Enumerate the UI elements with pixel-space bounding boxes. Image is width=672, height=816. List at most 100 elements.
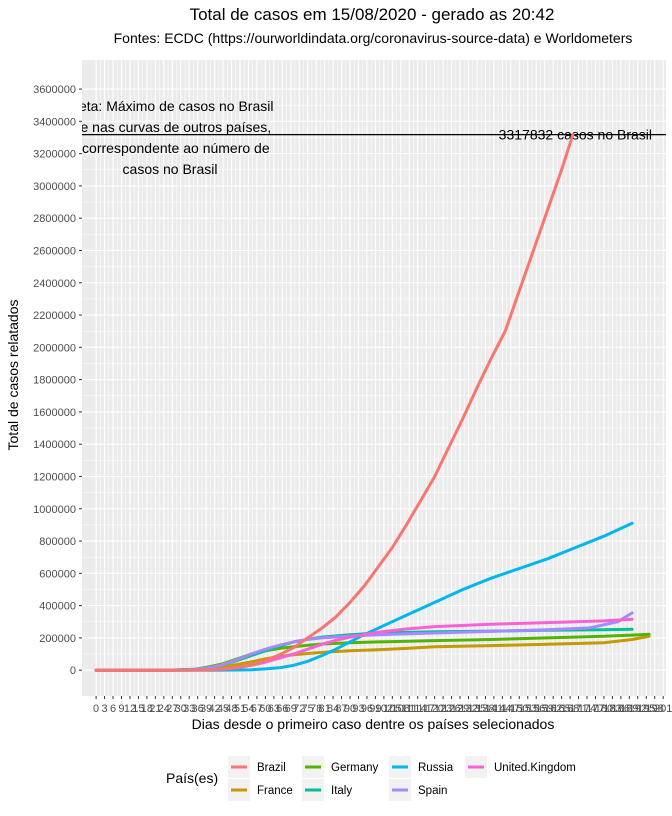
y-tick-label: 3400000 bbox=[33, 116, 76, 128]
x-tick-label: 144 bbox=[493, 703, 511, 715]
chart-subtitle: Fontes: ECDC (https://ourworldindata.org… bbox=[114, 30, 633, 46]
x-tick-label: 0 bbox=[93, 703, 99, 715]
x-tick-label: 72 bbox=[293, 703, 305, 715]
y-tick-label: 2800000 bbox=[33, 213, 76, 225]
legend-label: United.Kingdom bbox=[494, 762, 576, 774]
x-tick-label: 66 bbox=[276, 703, 288, 715]
y-tick-label: 3200000 bbox=[33, 149, 76, 161]
x-tick-label: 108 bbox=[392, 703, 410, 715]
chart-title: Total de casos em 15/08/2020 - gerado as… bbox=[190, 5, 555, 24]
y-tick-label: 1600000 bbox=[33, 407, 76, 419]
x-axis: 0 3 6 9 121518212427303336394245485154576063… bbox=[93, 696, 672, 715]
x-tick-label: 42 bbox=[208, 703, 220, 715]
x-tick-label: 114 bbox=[409, 703, 427, 715]
x-tick-label: 18 bbox=[141, 703, 153, 715]
x-tick-label: 174 bbox=[578, 703, 596, 715]
y-tick-label: 1800000 bbox=[33, 375, 76, 387]
y-tick-label: 3000000 bbox=[33, 181, 76, 193]
legend-label: Italy bbox=[331, 785, 352, 797]
x-tick-label: 75 bbox=[302, 703, 314, 715]
x-tick-label: 159 bbox=[536, 703, 554, 715]
x-tick-label: 39 bbox=[200, 703, 212, 715]
annotation: preta: Máximo de casos no Brasil rve nas … bbox=[67, 98, 274, 177]
x-tick-label: 201 bbox=[654, 703, 672, 715]
plot-panel bbox=[82, 60, 666, 696]
x-tick-label: 84 bbox=[327, 703, 339, 715]
x-tick-label: 60 bbox=[259, 703, 271, 715]
x-tick-label: 195 bbox=[637, 703, 655, 715]
legend-label: Spain bbox=[418, 785, 447, 797]
x-tick-label: 171 bbox=[569, 703, 587, 715]
legend: País(es) Brazil France Germany Italy Russia Sp… bbox=[166, 756, 576, 801]
x-tick-label: 102 bbox=[375, 703, 393, 715]
x-tick-label: 3 bbox=[102, 703, 108, 715]
x-tick-label: 27 bbox=[166, 703, 178, 715]
x-tick-label: 51 bbox=[234, 703, 246, 715]
x-tick-label: 105 bbox=[383, 703, 401, 715]
y-tick-label: 2200000 bbox=[33, 310, 76, 322]
x-tick-label: 69 bbox=[285, 703, 297, 715]
x-tick-label: 126 bbox=[442, 703, 460, 715]
legend-title: País(es) bbox=[166, 770, 218, 786]
x-tick-label: 15 bbox=[132, 703, 144, 715]
x-tick-label: 156 bbox=[527, 703, 545, 715]
x-tick-label: 162 bbox=[544, 703, 562, 715]
y-tick-label: 800000 bbox=[39, 536, 76, 548]
x-tick-label: 21 bbox=[149, 703, 161, 715]
x-tick-label: 99 bbox=[369, 703, 381, 715]
x-tick-label: 198 bbox=[646, 703, 664, 715]
x-tick-label: 150 bbox=[510, 703, 528, 715]
y-tick-label: 2000000 bbox=[33, 342, 76, 354]
x-tick-label: 183 bbox=[603, 703, 621, 715]
x-tick-label: 165 bbox=[552, 703, 570, 715]
x-tick-label: 6 bbox=[110, 703, 116, 715]
series-lines bbox=[94, 133, 651, 672]
x-tick-label: 81 bbox=[319, 703, 331, 715]
x-tick-label: 57 bbox=[251, 703, 263, 715]
x-tick-label: 24 bbox=[158, 703, 170, 715]
annotation-line: preta: Máximo de casos no Brasil bbox=[67, 98, 274, 114]
x-tick-label: 192 bbox=[629, 703, 647, 715]
max-hline-label: 3317832 casos no Brasil bbox=[499, 127, 652, 143]
x-tick-label: 90 bbox=[344, 703, 356, 715]
x-tick-label: 129 bbox=[451, 703, 469, 715]
y-tick-label: 1200000 bbox=[33, 471, 76, 483]
x-axis-title: Dias desde o primeiro caso dentre os paí… bbox=[192, 716, 555, 732]
legend-label: Germany bbox=[331, 762, 379, 774]
x-tick-label: 147 bbox=[502, 703, 520, 715]
y-tick-label: 3600000 bbox=[33, 84, 76, 96]
x-tick-label: 168 bbox=[561, 703, 579, 715]
y-axis: 0 200000 400000 600000 800000 1000000 1200000 1… bbox=[33, 84, 82, 677]
x-tick-label: 87 bbox=[335, 703, 347, 715]
x-tick-label: 93 bbox=[352, 703, 364, 715]
max-line: 3317832 casos no Brasil bbox=[82, 127, 666, 143]
x-tick-label: 135 bbox=[468, 703, 486, 715]
x-tick-label: 141 bbox=[485, 703, 503, 715]
legend-label: France bbox=[257, 785, 293, 797]
x-tick-label: 138 bbox=[476, 703, 494, 715]
x-tick-label: 117 bbox=[417, 703, 435, 715]
annotation-line: a correspondente ao número de bbox=[70, 140, 269, 156]
x-tick-label: 153 bbox=[519, 703, 537, 715]
x-tick-label: 78 bbox=[310, 703, 322, 715]
grid-lines bbox=[82, 60, 668, 696]
x-tick-label: 12 bbox=[124, 703, 136, 715]
annotation-line: casos no Brasil bbox=[123, 161, 218, 177]
x-tick-label: 111 bbox=[401, 703, 418, 715]
y-tick-label: 400000 bbox=[39, 601, 76, 613]
y-tick-label: 1400000 bbox=[33, 439, 76, 451]
x-tick-label: 120 bbox=[425, 703, 443, 715]
x-tick-label: 54 bbox=[242, 703, 254, 715]
y-tick-label: 2400000 bbox=[33, 278, 76, 290]
series-line-brazil bbox=[94, 133, 575, 672]
x-tick-label: 45 bbox=[217, 703, 229, 715]
x-tick-label: 30 bbox=[175, 703, 187, 715]
x-tick-label: 48 bbox=[225, 703, 237, 715]
x-tick-label: 123 bbox=[434, 703, 452, 715]
x-tick-label: 96 bbox=[361, 703, 373, 715]
x-tick-label: 186 bbox=[612, 703, 630, 715]
legend-label: Russia bbox=[418, 762, 454, 774]
x-tick-label: 9 bbox=[118, 703, 124, 715]
y-axis-title: Total de casos relatados bbox=[5, 300, 21, 451]
